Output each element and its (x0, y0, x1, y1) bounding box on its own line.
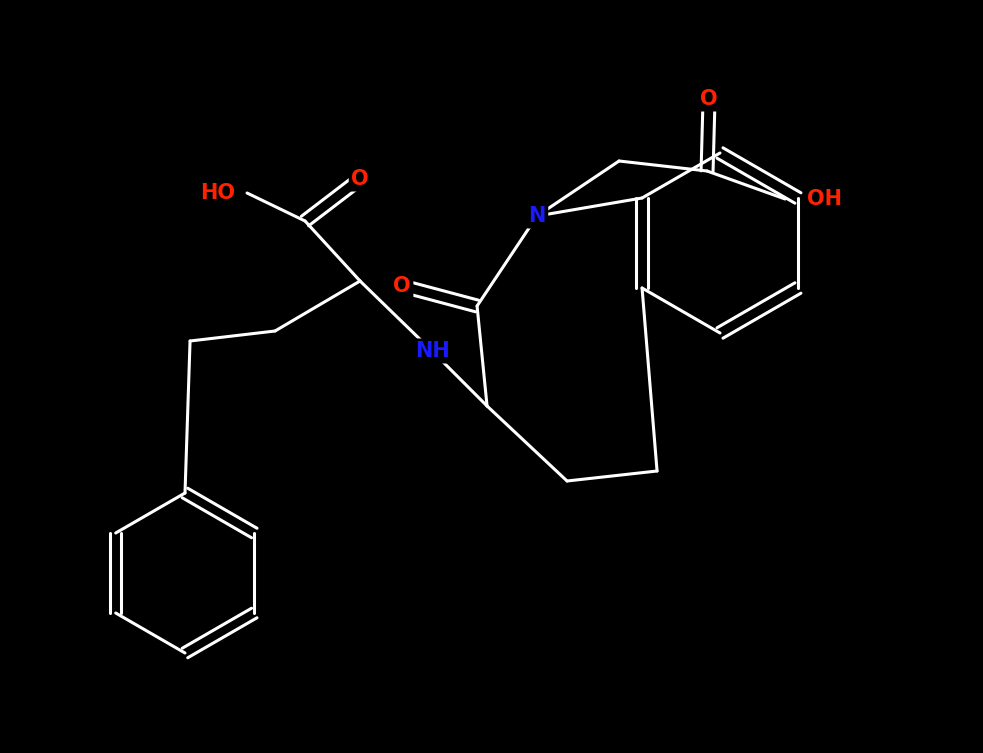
Text: O: O (351, 169, 369, 189)
Text: N: N (529, 206, 546, 226)
Text: HO: HO (201, 183, 235, 203)
Text: O: O (393, 276, 411, 296)
Text: OH: OH (807, 189, 842, 209)
Text: O: O (700, 89, 718, 109)
Text: NH: NH (415, 341, 449, 361)
